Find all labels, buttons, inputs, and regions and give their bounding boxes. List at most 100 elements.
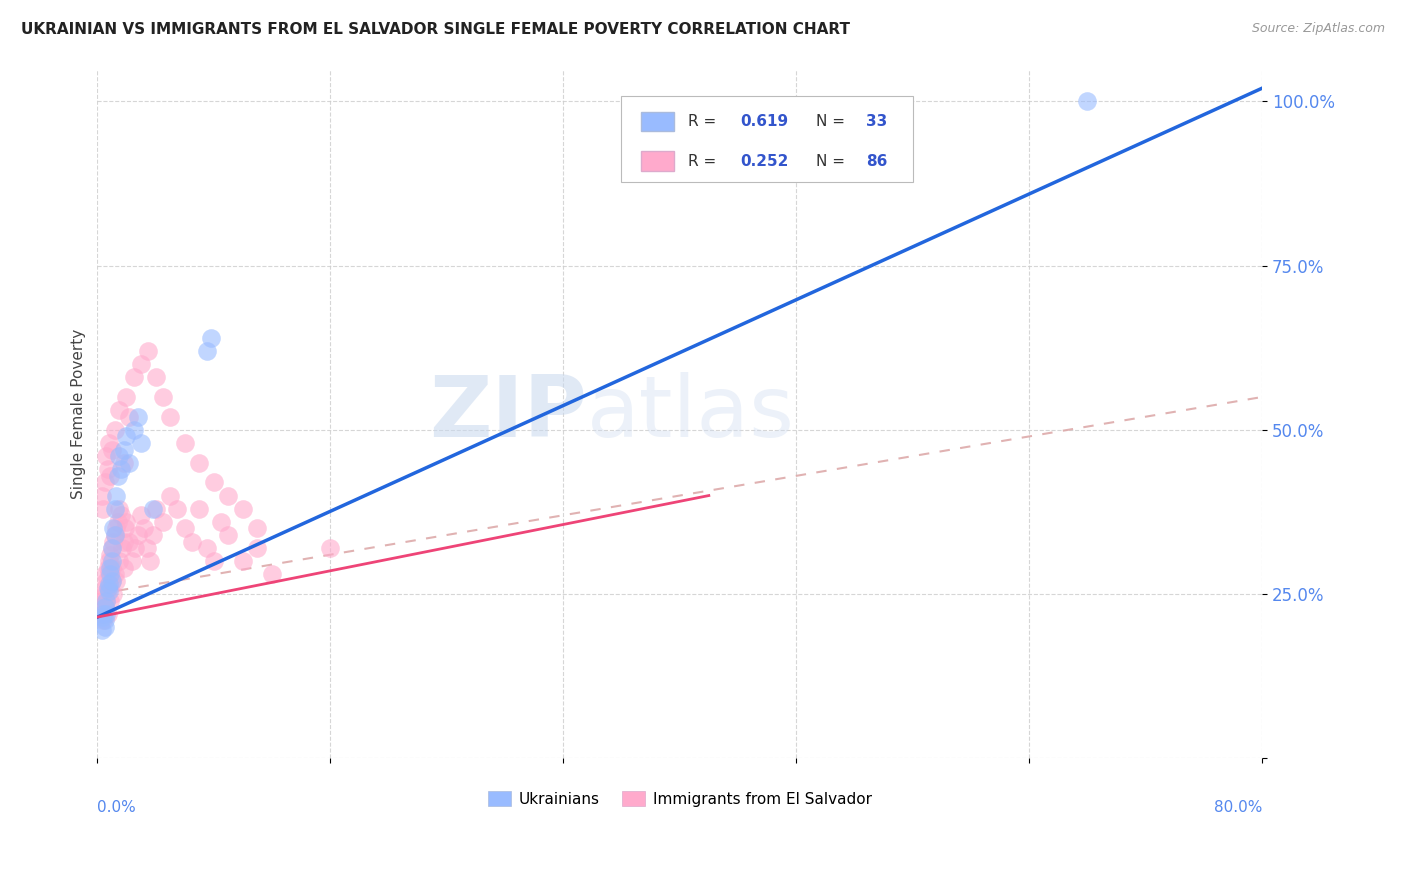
- Point: [152, 390, 174, 404]
- Text: N =: N =: [815, 114, 849, 128]
- Point: [96, 462, 118, 476]
- Point: [108, 449, 131, 463]
- Point: [101, 574, 124, 588]
- Point: [91, 613, 114, 627]
- Point: [246, 541, 269, 555]
- Y-axis label: Single Female Poverty: Single Female Poverty: [72, 328, 86, 499]
- FancyBboxPatch shape: [621, 96, 912, 182]
- Point: [122, 370, 145, 384]
- Point: [94, 449, 117, 463]
- Point: [118, 456, 141, 470]
- Point: [98, 567, 121, 582]
- Point: [159, 409, 181, 424]
- Point: [115, 429, 138, 443]
- Point: [142, 528, 165, 542]
- Point: [101, 561, 124, 575]
- Point: [112, 561, 135, 575]
- Text: Source: ZipAtlas.com: Source: ZipAtlas.com: [1251, 22, 1385, 36]
- Point: [104, 501, 127, 516]
- Point: [188, 501, 211, 516]
- Text: UKRAINIAN VS IMMIGRANTS FROM EL SALVADOR SINGLE FEMALE POVERTY CORRELATION CHART: UKRAINIAN VS IMMIGRANTS FROM EL SALVADOR…: [21, 22, 851, 37]
- Point: [132, 521, 155, 535]
- Point: [112, 442, 135, 457]
- Text: 0.0%: 0.0%: [97, 800, 136, 814]
- Point: [101, 541, 124, 555]
- Point: [104, 528, 127, 542]
- Point: [202, 554, 225, 568]
- Point: [91, 607, 114, 621]
- Point: [152, 515, 174, 529]
- Text: ZIP: ZIP: [429, 372, 586, 455]
- Point: [127, 409, 149, 424]
- Point: [103, 534, 125, 549]
- Point: [94, 593, 117, 607]
- Point: [246, 521, 269, 535]
- Point: [94, 607, 117, 621]
- Point: [159, 489, 181, 503]
- Point: [103, 521, 125, 535]
- Point: [200, 331, 222, 345]
- Point: [217, 489, 239, 503]
- Point: [93, 620, 115, 634]
- Point: [232, 554, 254, 568]
- Point: [93, 581, 115, 595]
- Point: [127, 528, 149, 542]
- Point: [122, 423, 145, 437]
- Legend: Ukrainians, Immigrants from El Salvador: Ukrainians, Immigrants from El Salvador: [482, 785, 877, 813]
- Point: [114, 521, 136, 535]
- Point: [135, 541, 157, 555]
- Point: [93, 475, 115, 490]
- Point: [107, 515, 129, 529]
- Point: [104, 567, 127, 582]
- Text: 0.252: 0.252: [740, 153, 789, 169]
- Point: [89, 607, 111, 621]
- Point: [93, 613, 115, 627]
- Point: [93, 567, 115, 582]
- Point: [112, 456, 135, 470]
- Point: [107, 468, 129, 483]
- Bar: [641, 152, 673, 170]
- Point: [118, 409, 141, 424]
- Point: [145, 370, 167, 384]
- Text: R =: R =: [688, 114, 721, 128]
- Point: [96, 581, 118, 595]
- Point: [104, 528, 127, 542]
- Point: [105, 521, 128, 535]
- Point: [93, 600, 115, 615]
- Point: [110, 462, 132, 476]
- Point: [202, 475, 225, 490]
- Point: [96, 561, 118, 575]
- Point: [166, 501, 188, 516]
- Text: 86: 86: [866, 153, 887, 169]
- Point: [129, 508, 152, 523]
- Point: [100, 561, 122, 575]
- Point: [110, 508, 132, 523]
- Point: [112, 534, 135, 549]
- Point: [98, 554, 121, 568]
- Point: [139, 554, 162, 568]
- Point: [188, 456, 211, 470]
- Point: [90, 600, 112, 615]
- Point: [90, 593, 112, 607]
- Point: [91, 587, 114, 601]
- Point: [217, 528, 239, 542]
- Point: [108, 554, 131, 568]
- Point: [98, 436, 121, 450]
- Point: [108, 501, 131, 516]
- Point: [101, 554, 124, 568]
- Point: [100, 567, 122, 582]
- Point: [195, 541, 218, 555]
- Point: [94, 587, 117, 601]
- Point: [118, 534, 141, 549]
- Point: [104, 423, 127, 437]
- Point: [108, 403, 131, 417]
- Text: atlas: atlas: [586, 372, 794, 455]
- Point: [195, 344, 218, 359]
- Point: [136, 344, 159, 359]
- Point: [129, 357, 152, 371]
- Point: [111, 541, 134, 555]
- Point: [91, 501, 114, 516]
- Point: [98, 581, 121, 595]
- Point: [129, 436, 152, 450]
- Point: [94, 574, 117, 588]
